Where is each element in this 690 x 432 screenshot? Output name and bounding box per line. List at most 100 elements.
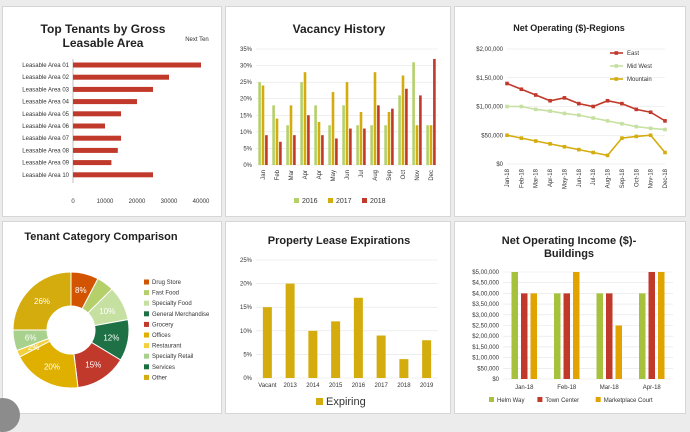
legend-swatch — [144, 332, 149, 338]
bar — [261, 85, 265, 165]
x-tick-label: 2017 — [374, 383, 388, 389]
chart-title: Vacancy History — [293, 22, 386, 36]
y-tick-label: 5% — [243, 146, 252, 152]
data-point — [605, 153, 610, 158]
x-tick-label: Apr-18 — [548, 168, 554, 187]
buildings-chart-panel: Net Operating Income ($)- Buildings $0 $50,… — [454, 221, 686, 414]
category-label: Leasable Area 02 — [22, 75, 69, 81]
bar — [387, 111, 391, 165]
bar — [73, 135, 121, 141]
bar — [317, 121, 321, 165]
legend-label: East — [627, 51, 639, 57]
bar — [370, 125, 373, 165]
legend-swatch — [144, 321, 149, 327]
y-tick-label: $0 — [496, 162, 503, 168]
legend-label: Fast Food — [152, 291, 179, 297]
chart-title: Buildings — [544, 248, 594, 260]
vacancy-chart: Vacancy History 0% 5% 10% 15% 20% 25% 30% 35% Jan… — [240, 22, 438, 205]
y-tick-label: $3,00,000 — [472, 313, 499, 319]
x-tick-label: 2018 — [397, 383, 411, 389]
x-tick-label: 0 — [71, 199, 75, 205]
x-tick-label: Oct-18 — [634, 168, 640, 187]
y-tick-label: $1,50,000 — [472, 345, 499, 351]
data-point — [562, 96, 567, 100]
x-tick-label: Feb — [275, 169, 281, 180]
buildings-chart: Net Operating Income ($)-Buildings $0 $50,… — [472, 235, 673, 404]
data-point — [577, 113, 581, 117]
x-tick-label: Nov — [415, 170, 421, 181]
bar — [331, 92, 335, 165]
legend-label: Mid West — [627, 64, 652, 70]
x-tick-label: Oct — [401, 170, 407, 180]
category-chart-panel: Tenant Category Comparison 8% 10% 12% 15% 20%… — [2, 221, 222, 414]
legend-swatch — [144, 300, 149, 306]
bar — [321, 135, 324, 165]
legend-swatch — [144, 311, 149, 317]
data-point — [548, 142, 552, 146]
y-tick-label: $50,000 — [477, 366, 499, 372]
y-tick-label: 0% — [243, 163, 252, 169]
data-point — [505, 133, 509, 138]
x-tick-label: Jul-18 — [591, 168, 597, 185]
bar — [376, 335, 386, 378]
legend-label: Marketplace Court — [604, 398, 653, 404]
bar — [377, 105, 380, 165]
bar — [412, 62, 415, 165]
category-label: Leasable Area 03 — [22, 87, 69, 93]
bar — [265, 135, 268, 165]
x-tick-label: Jul — [359, 170, 365, 178]
bar — [573, 272, 580, 379]
legend-label: Other — [152, 375, 167, 381]
y-tick-label: 20% — [240, 97, 253, 103]
bar — [303, 72, 307, 165]
bar — [399, 359, 409, 378]
net-operating-regions-panel: Net Operating ($)-Regions $0 $50,000 $1,00,… — [454, 6, 686, 217]
bar — [345, 82, 349, 165]
bar — [521, 293, 528, 379]
legend-label: 2018 — [370, 198, 386, 205]
x-tick-label: 2013 — [283, 383, 297, 389]
data-point — [620, 136, 624, 140]
bar — [356, 125, 359, 165]
data-point — [648, 133, 653, 138]
legend-label: Town Center — [545, 398, 579, 404]
bar — [308, 330, 318, 378]
category-chart: Tenant Category Comparison 8% 10% 12% 15% 20%… — [12, 231, 210, 389]
bar — [554, 293, 561, 379]
y-tick-label: $4,50,000 — [472, 281, 499, 287]
data-point — [577, 101, 581, 106]
bar — [73, 62, 201, 68]
category-label: Leasable Area 06 — [22, 124, 69, 130]
data-point — [533, 139, 538, 143]
x-tick-label: 2015 — [329, 383, 343, 389]
series-line — [506, 134, 666, 157]
legend-label: Helm Way — [497, 398, 524, 404]
bar — [615, 325, 622, 379]
data-point — [663, 127, 667, 132]
y-tick-label: $1,00,000 — [472, 356, 499, 362]
bar — [73, 123, 105, 129]
y-tick-label: $1,50,000 — [476, 76, 503, 82]
legend-swatch — [144, 343, 149, 349]
data-point — [648, 126, 653, 131]
x-tick-label: Nov-18 — [649, 168, 655, 188]
x-tick-label: Jun-18 — [577, 168, 583, 187]
data-point — [591, 150, 595, 155]
x-tick-label: Aug-18 — [606, 168, 612, 188]
bar — [285, 283, 295, 378]
x-tick-label: Dec — [429, 170, 435, 181]
bar — [307, 115, 310, 165]
x-tick-label: 30000 — [161, 199, 178, 205]
data-point — [562, 144, 567, 149]
data-point — [591, 116, 595, 120]
data-point — [663, 150, 667, 155]
legend-label: 2017 — [336, 198, 352, 205]
legend-swatch — [144, 290, 149, 296]
legend-swatch — [144, 374, 149, 380]
bar — [422, 340, 432, 378]
x-tick-label: Apr — [317, 170, 323, 179]
data-point — [605, 119, 610, 123]
data-point — [591, 104, 595, 109]
legend-swatch — [328, 198, 333, 203]
category-label: Leasable Area 04 — [22, 100, 69, 106]
